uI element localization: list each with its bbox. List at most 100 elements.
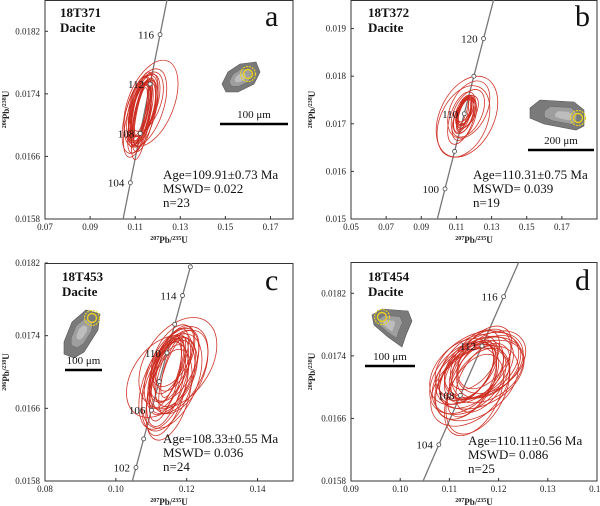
error-ellipse: [158, 337, 192, 415]
y-tick-label: 0.0182: [15, 258, 40, 268]
sample-name: 18T453: [62, 269, 104, 284]
concordia-age-label: 110: [442, 109, 459, 121]
concordia-age-label: 104: [108, 178, 125, 190]
zircon-cl-image: [63, 309, 101, 359]
y-tick-label: 0.017: [326, 119, 347, 129]
concordia-age-marker: [157, 32, 163, 38]
scale-bar-label: 100 μm: [373, 351, 407, 363]
analysis-spot-outer: [83, 309, 101, 327]
concordia-age-marker: [141, 436, 147, 442]
concordia-age-marker: [187, 264, 193, 270]
zircon-cl-image: [221, 61, 261, 93]
concordia-age-label: 116: [138, 30, 155, 42]
x-axis-sup2: 235: [172, 498, 181, 504]
x-axis-title: 207Pb/235U: [455, 235, 493, 245]
x-axis-sup1: 207: [150, 236, 159, 242]
y-tick-label: 0.0182: [15, 26, 40, 36]
x-tick-label: 0.07: [378, 222, 394, 232]
x-tick-label: 0.13: [172, 222, 188, 232]
error-ellipse: [146, 338, 187, 427]
y-axis-sup1: 206: [308, 381, 314, 390]
concordia-age-label: 104: [416, 440, 433, 452]
concordia-age-marker: [452, 148, 457, 154]
analysis-spot-inner: [86, 312, 98, 324]
age-result: Age=108.33±0.55 Ma: [163, 431, 278, 446]
concordia-age-marker: [461, 111, 467, 117]
plot-frame: [44, 0, 294, 220]
concordia-age-marker: [481, 36, 486, 41]
scale-bar-label: 200 μm: [544, 135, 578, 147]
y-tick-label: 0.018: [326, 71, 347, 81]
y-tick-label: 0.0174: [321, 351, 346, 361]
analysis-spot-outer: [373, 308, 391, 326]
mswd-result: MSWD= 0.022: [163, 181, 243, 196]
error-ellipse: [160, 335, 187, 398]
concordia-age-label: 102: [113, 463, 130, 475]
error-ellipse: [457, 94, 475, 125]
y-axis-title: 206Pb/238U: [1, 90, 11, 128]
rock-type: Dacite: [60, 20, 96, 35]
x-tick-label: 0.10: [392, 484, 408, 494]
x-tick-label: 0.11: [442, 484, 457, 494]
concordia-age-marker: [457, 392, 463, 398]
analysis-spot-outer: [239, 65, 257, 83]
x-axis-main1: Pb/: [159, 497, 173, 506]
concordia-age-marker: [149, 407, 154, 413]
x-axis-main1: Pb/: [464, 235, 478, 245]
y-tick-label: 0.0166: [15, 403, 40, 413]
x-tick-label: 0.09: [82, 222, 98, 232]
concordia-age-marker: [127, 180, 133, 186]
y-tick-label: 0.0158: [321, 476, 346, 486]
concordia-age-marker: [147, 81, 153, 87]
y-axis-sup1: 206: [308, 119, 314, 128]
panel-a: 0.07 0.09 0.11 0.13 0.15 0.17 0.0158 0.0166 0.01…: [1, 0, 294, 245]
error-ellipse: [457, 325, 513, 390]
y-tick-label: 0.0174: [15, 89, 40, 99]
x-tick-label: 0.08: [37, 484, 53, 494]
error-ellipse: [444, 331, 524, 399]
plot-area: 104 108 112 116: [416, 262, 527, 481]
age-result: Age=109.91±0.73 Ma: [163, 167, 278, 182]
plot-area: 100 110 120: [423, 0, 499, 219]
error-ellipse: [435, 75, 499, 158]
concordia-age-marker: [479, 343, 485, 349]
x-tick-label: 0.13: [540, 484, 556, 494]
x-axis-title: 207Pb/235U: [150, 235, 188, 245]
y-tick-label: 0.016: [326, 166, 347, 176]
y-axis-title: 206Pb/238U: [1, 353, 11, 391]
y-tick-label: 0.019: [326, 24, 347, 34]
error-ellipse: [447, 80, 491, 139]
error-ellipse: [435, 346, 498, 420]
y-axis-sup2: 238: [2, 360, 8, 369]
n-analyses: n=24: [163, 459, 190, 474]
concordia-curve: [422, 262, 520, 481]
y-tick-label: 0.0166: [15, 151, 40, 161]
y-axis-sup2: 238: [308, 359, 314, 368]
y-axis-main2: U: [307, 90, 317, 97]
concordia-age-label: 110: [145, 348, 162, 360]
y-axis-main2: U: [307, 352, 317, 359]
sample-name: 18T371: [60, 5, 101, 20]
x-axis-main2: U: [181, 497, 188, 506]
y-axis-main2: U: [1, 353, 11, 360]
concordia-age-marker: [133, 465, 139, 470]
y-axis-main2: U: [1, 90, 11, 97]
concordia-age-label: 106: [129, 405, 146, 417]
concordia-age-label: 108: [118, 128, 135, 140]
concordia-age-marker: [501, 294, 507, 300]
concordia-age-marker: [172, 321, 178, 327]
concordia-age-marker: [442, 186, 448, 192]
panel-letter: d: [575, 264, 590, 297]
x-axis-main2: U: [181, 235, 188, 245]
plot-frame: [350, 262, 598, 482]
rock-type: Dacite: [62, 284, 98, 299]
y-axis-sup2: 238: [308, 97, 314, 106]
sample-name: 18T372: [368, 5, 409, 20]
n-analyses: n=25: [468, 461, 495, 476]
plot-frame: [44, 263, 294, 482]
x-axis-sup1: 207: [455, 498, 464, 504]
y-axis-main1: Pb/: [1, 106, 11, 120]
plot-area: 104 108 112 116: [108, 0, 179, 219]
panel-d: 0.09 0.10 0.11 0.12 0.13 0.14 0.0158 0.0166 0.01…: [307, 262, 600, 506]
